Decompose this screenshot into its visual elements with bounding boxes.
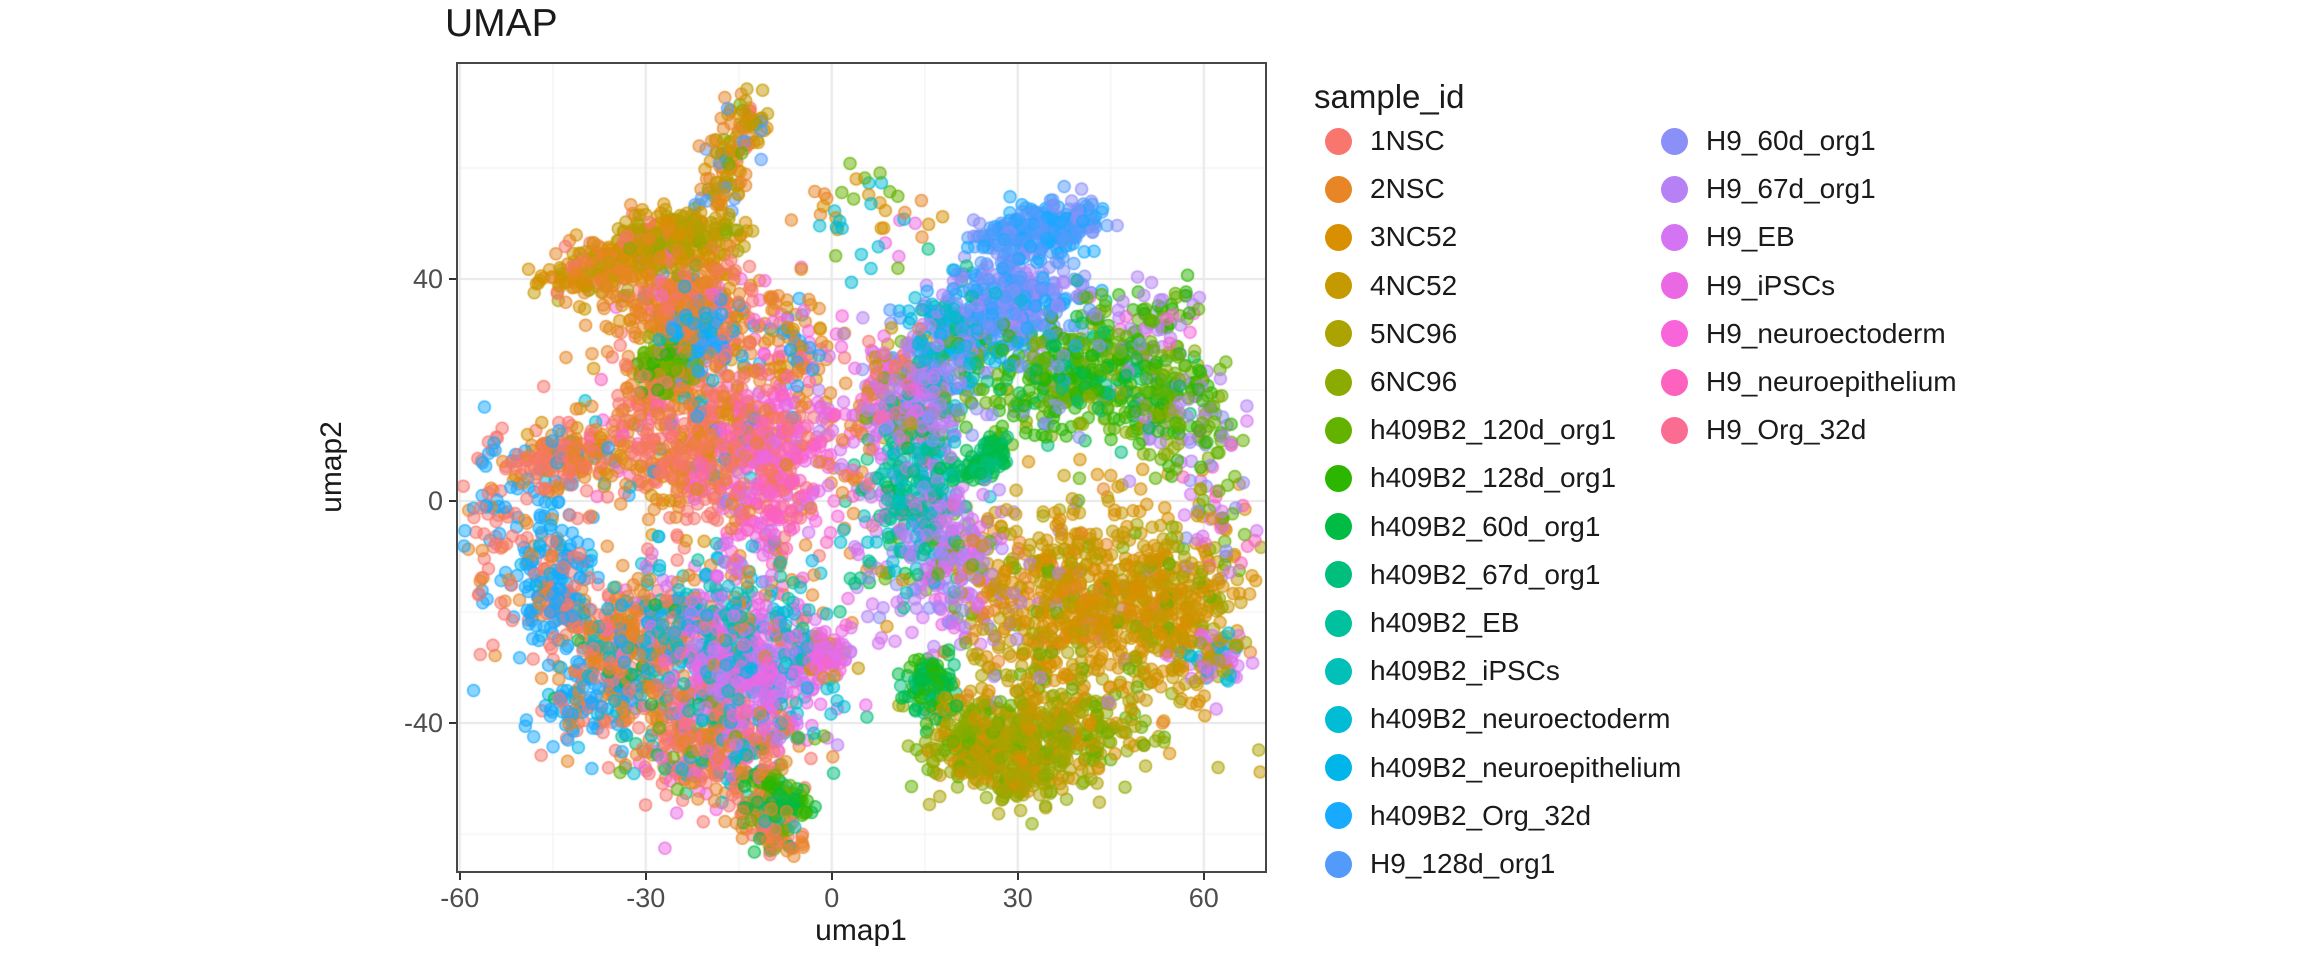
legend-item: h409B2_neuroectoderm bbox=[1325, 695, 1670, 743]
y-axis-label: umap2 bbox=[315, 421, 349, 513]
plot-title: UMAP bbox=[445, 2, 558, 45]
legend-item-label: H9_Org_32d bbox=[1706, 414, 1867, 446]
legend-item-label: 6NC96 bbox=[1370, 366, 1458, 397]
legend-key-dot bbox=[1325, 705, 1352, 733]
legend-key-dot bbox=[1325, 513, 1352, 541]
legend-item: h409B2_60d_org1 bbox=[1325, 503, 1600, 551]
legend-key-dot bbox=[1325, 850, 1352, 878]
legend-key-dot bbox=[1325, 657, 1352, 685]
x-tick-mark bbox=[458, 873, 461, 880]
legend-item: h409B2_120d_org1 bbox=[1325, 406, 1616, 454]
legend-item-label: h409B2_60d_org1 bbox=[1370, 510, 1601, 542]
legend-key-dot bbox=[1661, 272, 1688, 300]
legend-item: 3NC52 bbox=[1325, 213, 1457, 261]
legend-item: H9_60d_org1 bbox=[1661, 117, 1876, 165]
legend-item: h409B2_Org_32d bbox=[1325, 792, 1591, 840]
legend-item-label: 1NSC bbox=[1370, 125, 1445, 156]
x-tick-label: -30 bbox=[626, 883, 666, 913]
scatter-canvas bbox=[456, 62, 1267, 873]
legend-item-label: H9_neuroectoderm bbox=[1706, 317, 1946, 349]
plot-panel bbox=[456, 62, 1267, 873]
legend-item: H9_neuroectoderm bbox=[1661, 310, 1946, 358]
legend-item-label: h409B2_neuroepithelium bbox=[1370, 751, 1682, 783]
legend-key-dot bbox=[1325, 416, 1352, 444]
legend-item: 2NSC bbox=[1325, 165, 1445, 213]
legend-key-dot bbox=[1661, 320, 1688, 348]
legend-item-label: H9_iPSCs bbox=[1706, 269, 1836, 301]
legend-item-label: h409B2_Org_32d bbox=[1370, 799, 1592, 831]
legend-item: h409B2_iPSCs bbox=[1325, 647, 1560, 695]
x-tick-label: 30 bbox=[1002, 883, 1033, 913]
legend-item-label: h409B2_EB bbox=[1370, 607, 1520, 638]
legend-title: sample_id bbox=[1314, 78, 1465, 115]
legend-item-label: H9_neuroepithelium bbox=[1706, 366, 1957, 397]
legend-item: h409B2_67d_org1 bbox=[1325, 551, 1600, 599]
y-tick-label: 40 bbox=[412, 264, 443, 295]
legend-key-dot bbox=[1325, 320, 1352, 348]
y-tick-mark bbox=[449, 278, 456, 281]
legend-item: H9_neuroepithelium bbox=[1661, 358, 1957, 406]
legend-key-dot bbox=[1325, 609, 1352, 637]
legend-item: H9_iPSCs bbox=[1661, 262, 1835, 310]
legend-item: 6NC96 bbox=[1325, 358, 1457, 406]
legend-item: h409B2_neuroepithelium bbox=[1325, 744, 1681, 792]
legend-item: H9_EB bbox=[1661, 213, 1795, 261]
legend-item-label: 5NC96 bbox=[1370, 317, 1458, 349]
legend-item-label: h409B2_128d_org1 bbox=[1370, 462, 1617, 494]
legend-item-label: h409B2_iPSCs bbox=[1370, 655, 1560, 687]
legend-item: H9_Org_32d bbox=[1661, 406, 1866, 454]
y-tick-label: -40 bbox=[403, 708, 443, 739]
legend-key-dot bbox=[1325, 464, 1352, 492]
legend-item: 1NSC bbox=[1325, 117, 1445, 165]
legend-key-dot bbox=[1661, 175, 1688, 203]
legend-item-label: 2NSC bbox=[1370, 173, 1445, 205]
legend-item-label: 3NC52 bbox=[1370, 221, 1458, 253]
x-tick-mark bbox=[1202, 873, 1205, 880]
y-tick-label: 0 bbox=[427, 486, 443, 517]
x-tick-label: 0 bbox=[824, 883, 840, 913]
x-axis-label: umap1 bbox=[815, 914, 907, 947]
legend-item-label: H9_EB bbox=[1706, 221, 1795, 253]
legend-item: 5NC96 bbox=[1325, 310, 1457, 358]
y-tick-mark bbox=[449, 500, 456, 503]
legend-item: H9_67d_org1 bbox=[1661, 165, 1876, 213]
legend-item-label: h409B2_67d_org1 bbox=[1370, 558, 1601, 590]
legend-key-dot bbox=[1661, 127, 1688, 155]
legend-item-label: 4NC52 bbox=[1370, 269, 1458, 301]
legend-key-dot bbox=[1325, 223, 1352, 251]
legend-key-dot bbox=[1661, 416, 1688, 444]
legend-key-dot bbox=[1325, 754, 1352, 782]
x-tick-label: -60 bbox=[440, 883, 480, 913]
legend-key-dot bbox=[1325, 368, 1352, 396]
x-tick-mark bbox=[644, 873, 647, 880]
y-tick-mark bbox=[449, 722, 456, 725]
legend-item-label: h409B2_120d_org1 bbox=[1370, 414, 1617, 446]
legend-item: h409B2_128d_org1 bbox=[1325, 454, 1616, 502]
legend-item: h409B2_EB bbox=[1325, 599, 1519, 647]
y-axis-label-box: umap2 bbox=[296, 387, 368, 547]
legend-item-label: H9_128d_org1 bbox=[1370, 848, 1556, 879]
legend-key-dot bbox=[1661, 368, 1688, 396]
legend-key-dot bbox=[1325, 802, 1352, 830]
x-tick-label: 60 bbox=[1188, 883, 1219, 913]
legend-item-label: h409B2_neuroectoderm bbox=[1370, 703, 1671, 735]
x-tick-mark bbox=[830, 873, 833, 880]
legend-key-dot bbox=[1325, 127, 1352, 155]
legend-item-label: H9_60d_org1 bbox=[1706, 125, 1876, 156]
legend-key-dot bbox=[1325, 175, 1352, 203]
legend-item-label: H9_67d_org1 bbox=[1706, 173, 1876, 205]
x-tick-mark bbox=[1016, 873, 1019, 880]
legend-item: H9_128d_org1 bbox=[1325, 840, 1555, 888]
legend-key-dot bbox=[1661, 223, 1688, 251]
legend-key-dot bbox=[1325, 272, 1352, 300]
legend-item: 4NC52 bbox=[1325, 262, 1457, 310]
legend-key-dot bbox=[1325, 561, 1352, 589]
